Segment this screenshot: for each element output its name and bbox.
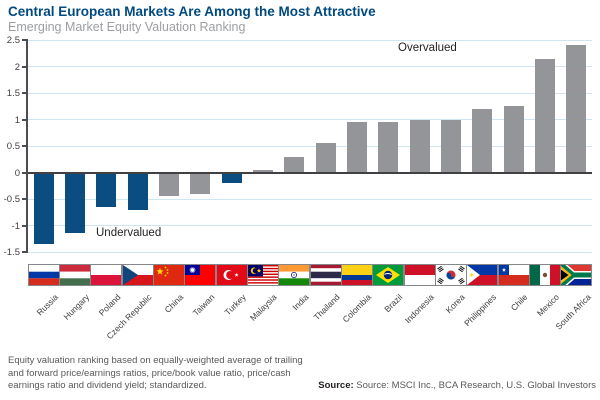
bar-chile (503, 106, 524, 173)
bar-philippines (472, 108, 493, 173)
y-tick-mark (22, 198, 28, 200)
y-tick-label: -1 (11, 220, 20, 232)
gridline (28, 119, 592, 120)
y-axis-line (26, 40, 28, 253)
bar-czech-republic (127, 172, 148, 210)
x-label-thailand: Thailand (311, 292, 342, 323)
flag-poland-icon (91, 265, 122, 285)
flag-korea-icon (436, 265, 466, 285)
x-label-colombia: Colombia (340, 292, 374, 325)
chart-title: Central European Markets Are Among the M… (8, 4, 376, 19)
x-label-malaysia: Malaysia (248, 292, 280, 323)
x-label-mexico: Mexico (534, 292, 562, 319)
footnote-line: earnings ratio and dividend yield; stand… (8, 380, 207, 391)
bar-india (284, 156, 305, 173)
y-tick-label: 0 (14, 167, 20, 179)
bar-taiwan (190, 172, 211, 194)
flag-colombia-icon (342, 265, 372, 285)
bar-indonesia (409, 119, 430, 173)
bar-malaysia (253, 169, 273, 173)
y-tick-mark (22, 145, 28, 147)
y-tick-label: 2.5 (6, 35, 20, 46)
bar-russia (33, 172, 54, 245)
flag-indonesia-icon (404, 265, 435, 285)
x-label-hungary: Hungary (61, 292, 92, 322)
bar-china (159, 172, 179, 197)
x-label-brazil: Brazil (382, 292, 405, 315)
flag-china-icon (154, 265, 184, 285)
flag-brazil-icon (373, 265, 404, 285)
x-label-chile: Chile (508, 292, 530, 313)
flag-malaysia-icon (248, 265, 278, 285)
source-label: Source: (318, 380, 354, 391)
y-tick-label: 2 (14, 61, 20, 73)
gridline (28, 92, 592, 94)
y-tick-mark (22, 171, 28, 174)
y-tick-mark (22, 92, 28, 94)
flag-mexico-icon (530, 265, 560, 285)
x-label-china: China (162, 292, 186, 315)
bar-korea (441, 119, 461, 173)
y-tick-mark (22, 118, 28, 121)
y-tick-label: 0.5 (6, 141, 20, 152)
x-label-turkey: Turkey (222, 292, 248, 318)
bar-hungary (65, 172, 85, 234)
bar-turkey (221, 172, 242, 184)
footnote: Equity valuation ranking based on equall… (8, 355, 303, 393)
gridline (28, 198, 592, 200)
y-tick-label: -1.5 (3, 247, 20, 258)
annotation-overvalued: Overvalued (398, 42, 457, 54)
zero-line (28, 171, 592, 174)
source-text: Source: MSCI Inc., BCA Research, U.S. Gl… (356, 380, 596, 391)
x-label-taiwan: Taiwan (190, 292, 217, 318)
x-label-indonesia: Indonesia (402, 292, 436, 326)
bar-colombia (347, 122, 367, 173)
x-label-philippines: Philippines (462, 292, 499, 329)
bar-mexico (535, 58, 555, 173)
x-label-russia: Russia (34, 292, 60, 318)
flag-south-africa-icon (561, 265, 592, 285)
flag-chile-icon (498, 265, 529, 285)
y-tick-mark (22, 251, 28, 253)
y-tick-label: 1 (14, 114, 20, 126)
flag-india-icon (279, 265, 310, 285)
gridline (28, 145, 592, 147)
x-label-korea: Korea (443, 292, 468, 316)
y-tick-label: 1.5 (6, 88, 20, 99)
x-label-poland: Poland (96, 292, 123, 318)
gridline (28, 66, 592, 67)
chart-subtitle: Emerging Market Equity Valuation Ranking (8, 20, 246, 34)
flag-hungary-icon (60, 265, 90, 285)
source-line: Source: Source: MSCI Inc., BCA Research,… (318, 380, 596, 391)
gridline (28, 225, 592, 226)
y-tick-label: -0.5 (3, 194, 20, 205)
flag-taiwan-icon (185, 265, 216, 285)
y-tick-mark (22, 39, 28, 41)
flag-czech-republic-icon (122, 265, 153, 285)
annotation-undervalued: Undervalued (96, 227, 162, 239)
bar-south-africa (566, 45, 587, 173)
flag-russia-icon (28, 265, 59, 285)
gridline (28, 39, 592, 41)
bar-thailand (315, 143, 336, 173)
x-label-india: India (290, 292, 311, 313)
flag-philippines-icon (467, 265, 498, 285)
y-tick-mark (22, 224, 28, 227)
bar-poland (96, 172, 117, 207)
bar-brazil (378, 122, 399, 173)
y-tick-mark (22, 65, 28, 68)
footnote-line: Equity valuation ranking based on equall… (8, 355, 303, 366)
flag-thailand-icon (310, 265, 341, 285)
flag-turkey-icon (216, 265, 247, 285)
gridline (28, 251, 592, 253)
footnote-line: and forward price/earnings ratios, price… (8, 367, 291, 379)
